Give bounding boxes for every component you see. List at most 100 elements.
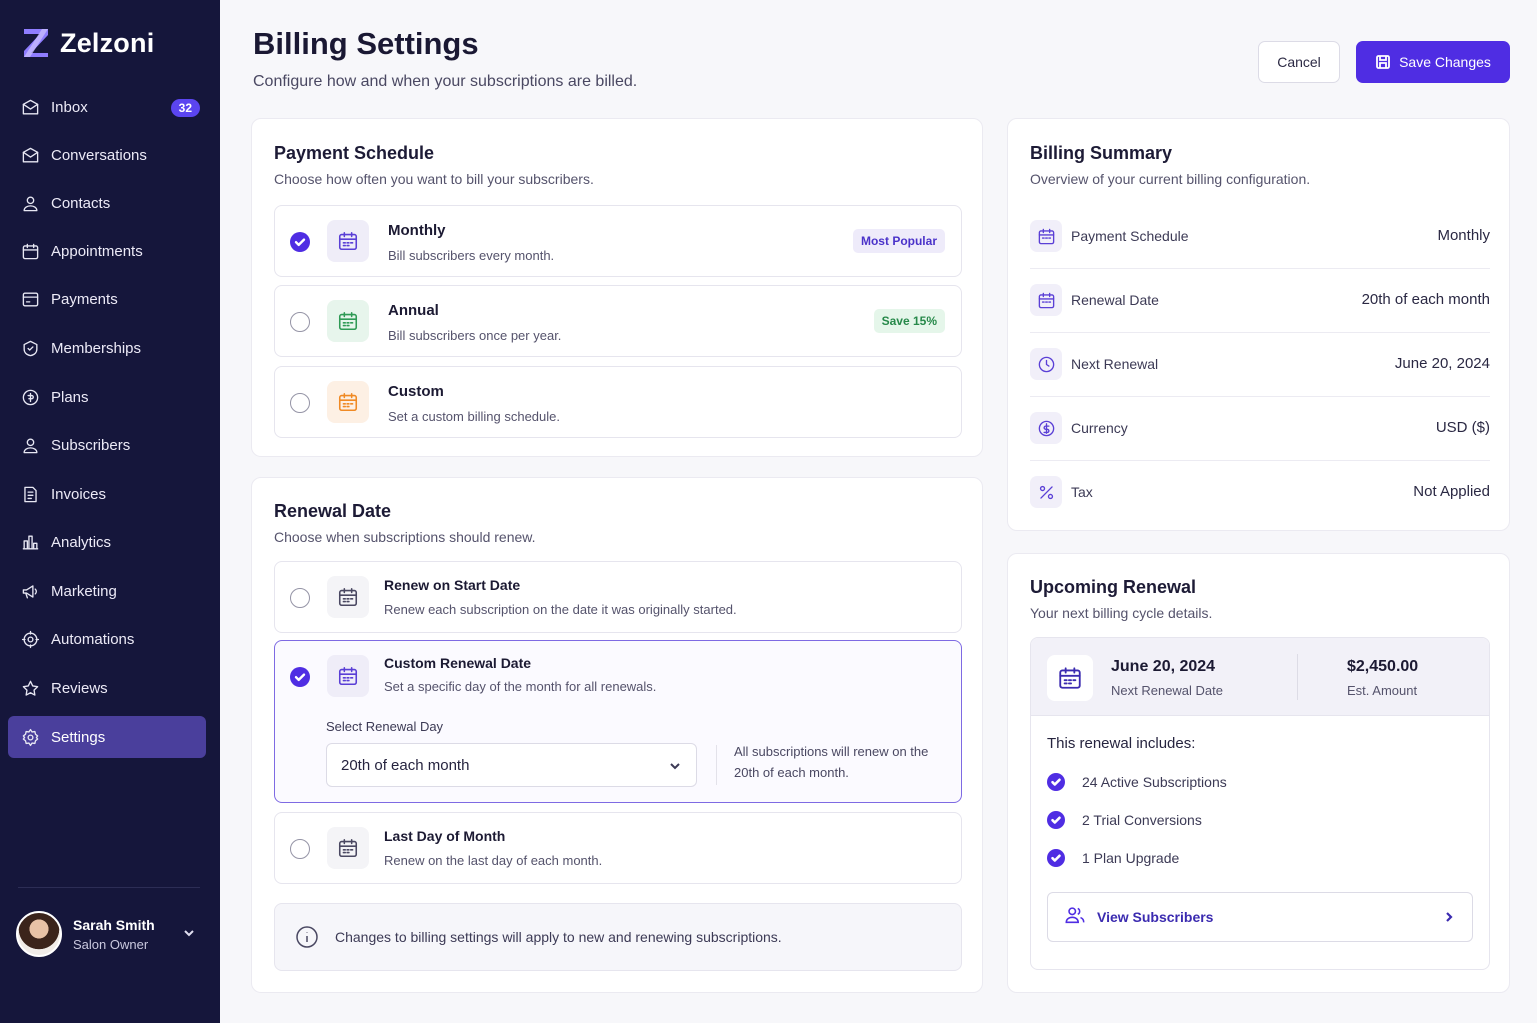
brand-logo-icon: [24, 29, 48, 57]
summary-value: Monthly: [1437, 227, 1490, 244]
page-title: Billing Settings: [253, 26, 479, 61]
renewal-details: June 20, 2024 Next Renewal Date $2,450.0…: [1030, 637, 1490, 970]
check-icon: [1047, 773, 1065, 791]
schedule-option-annual[interactable]: Annual Bill subscribers once per year. S…: [274, 285, 962, 357]
divider: [716, 745, 717, 785]
brand[interactable]: Zelzoni: [20, 26, 154, 60]
gear-icon: [20, 727, 40, 747]
upcoming-renewal-title: Upcoming Renewal: [1030, 577, 1197, 597]
renewal-day-select[interactable]: 20th of each month: [326, 743, 697, 787]
sidebar-item-payments[interactable]: Payments: [8, 278, 206, 320]
radio-unselected[interactable]: [290, 588, 310, 608]
sidebar-item-settings[interactable]: Settings: [8, 716, 206, 758]
sidebar-item-inbox[interactable]: Inbox 32: [8, 86, 206, 128]
sidebar-item-conversations[interactable]: Conversations: [8, 134, 206, 176]
summary-value: USD ($): [1435, 419, 1490, 436]
summary-row-next-renewal: Next Renewal June 20, 2024: [1030, 333, 1490, 397]
radio-selected[interactable]: [290, 667, 310, 687]
sidebar-item-plans[interactable]: Plans: [8, 376, 206, 418]
include-label: 24 Active Subscriptions: [1082, 774, 1227, 790]
currency-icon: [1030, 412, 1062, 444]
option-title: Custom Renewal Date: [384, 655, 532, 671]
option-description: Set a custom billing schedule.: [388, 409, 560, 424]
option-description: Bill subscribers once per year.: [388, 328, 562, 343]
sidebar-item-memberships[interactable]: Memberships: [8, 327, 206, 369]
summary-row-currency: Currency USD ($): [1030, 397, 1490, 461]
sidebar-item-label: Marketing: [51, 582, 117, 600]
summary-label: Renewal Date: [1071, 292, 1159, 308]
option-title: Renew on Start Date: [384, 577, 521, 593]
option-title: Annual: [388, 302, 439, 319]
renewal-option-start-date[interactable]: Renew on Start Date Renew each subscript…: [274, 561, 962, 633]
avatar: [16, 911, 62, 957]
user-profile[interactable]: Sarah Smith Salon Owner: [16, 908, 206, 960]
schedule-option-custom[interactable]: Custom Set a custom billing schedule.: [274, 366, 962, 438]
subscribers-icon: [20, 435, 40, 455]
renewal-option-last-day[interactable]: Last Day of Month Renew on the last day …: [274, 812, 962, 884]
sidebar-item-reviews[interactable]: Reviews: [8, 667, 206, 709]
summary-label: Payment Schedule: [1071, 228, 1189, 244]
sidebar-item-label: Contacts: [51, 194, 111, 212]
calendar-icon: [20, 241, 40, 261]
marketing-icon: [20, 581, 40, 601]
select-renewal-day-label: Select Renewal Day: [326, 719, 444, 734]
summary-value: June 20, 2024: [1394, 355, 1490, 372]
option-title: Last Day of Month: [384, 828, 506, 844]
user-role: Salon Owner: [73, 936, 149, 952]
next-renewal-date: June 20, 2024: [1111, 658, 1216, 675]
calendar-icon: [327, 381, 369, 423]
users-icon: [1064, 904, 1086, 931]
sidebar-item-appointments[interactable]: Appointments: [8, 230, 206, 272]
summary-row-renewal-date: Renewal Date 20th of each month: [1030, 269, 1490, 333]
schedule-option-monthly[interactable]: Monthly Bill subscribers every month. Mo…: [274, 205, 962, 277]
sidebar-item-marketing[interactable]: Marketing: [8, 570, 206, 612]
sidebar-item-label: Automations: [51, 630, 135, 648]
includes-title: This renewal includes:: [1047, 735, 1196, 752]
summary-value: 20th of each month: [1361, 291, 1490, 308]
sidebar-item-contacts[interactable]: Contacts: [8, 182, 206, 224]
sidebar-item-label: Payments: [51, 290, 118, 308]
next-renewal-date-label: Next Renewal Date: [1111, 683, 1223, 698]
sidebar-divider: [18, 887, 200, 888]
sidebar-item-automations[interactable]: Automations: [8, 618, 206, 660]
sidebar-item-analytics[interactable]: Analytics: [8, 521, 206, 563]
sidebar-item-label: Analytics: [51, 533, 112, 551]
user-info: Sarah Smith Salon Owner: [73, 917, 155, 952]
option-description: Renew on the last day of each month.: [384, 853, 603, 868]
info-icon: [296, 926, 318, 948]
conversations-icon: [20, 145, 40, 165]
invoices-icon: [20, 484, 40, 504]
payments-icon: [20, 289, 40, 309]
radio-selected[interactable]: [290, 232, 310, 252]
renewal-day-note: All subscriptions will renew on the 20th…: [734, 744, 929, 780]
calendar-icon: [327, 827, 369, 869]
inbox-icon: [20, 97, 40, 117]
summary-label: Currency: [1071, 420, 1128, 436]
cancel-button[interactable]: Cancel: [1258, 41, 1340, 83]
radio-unselected[interactable]: [290, 312, 310, 332]
upcoming-renewal-subtitle: Your next billing cycle details.: [1030, 605, 1213, 621]
renewal-date-subtitle: Choose when subscriptions should renew.: [274, 529, 536, 545]
save-changes-button[interactable]: Save Changes: [1356, 41, 1510, 83]
view-subscribers-button[interactable]: View Subscribers: [1047, 892, 1473, 942]
sidebar-item-label: Appointments: [51, 242, 143, 260]
user-name: Sarah Smith: [73, 916, 155, 933]
sidebar-item-label: Plans: [51, 388, 89, 406]
sidebar-item-subscribers[interactable]: Subscribers: [8, 424, 206, 466]
sidebar: Zelzoni Inbox 32 Conversations Contacts …: [0, 0, 220, 1023]
estimated-amount: $2,450.00: [1347, 658, 1419, 675]
info-notice-text: Changes to billing settings will apply t…: [335, 929, 782, 945]
estimated-amount-label: Est. Amount: [1347, 683, 1418, 698]
savings-badge: Save 15%: [873, 309, 945, 333]
chevron-down-icon[interactable]: [182, 926, 196, 945]
divider: [1297, 654, 1298, 700]
check-icon: [1047, 849, 1065, 867]
option-title: Monthly: [388, 222, 446, 239]
summary-row-tax: Tax Not Applied: [1030, 461, 1490, 525]
clock-icon: [1030, 348, 1062, 380]
radio-unselected[interactable]: [290, 393, 310, 413]
sidebar-item-invoices[interactable]: Invoices: [8, 473, 206, 515]
renewal-option-custom-date[interactable]: Custom Renewal Date Set a specific day o…: [274, 640, 962, 803]
radio-unselected[interactable]: [290, 839, 310, 859]
payment-schedule-card: Payment Schedule Choose how often you wa…: [251, 118, 983, 457]
